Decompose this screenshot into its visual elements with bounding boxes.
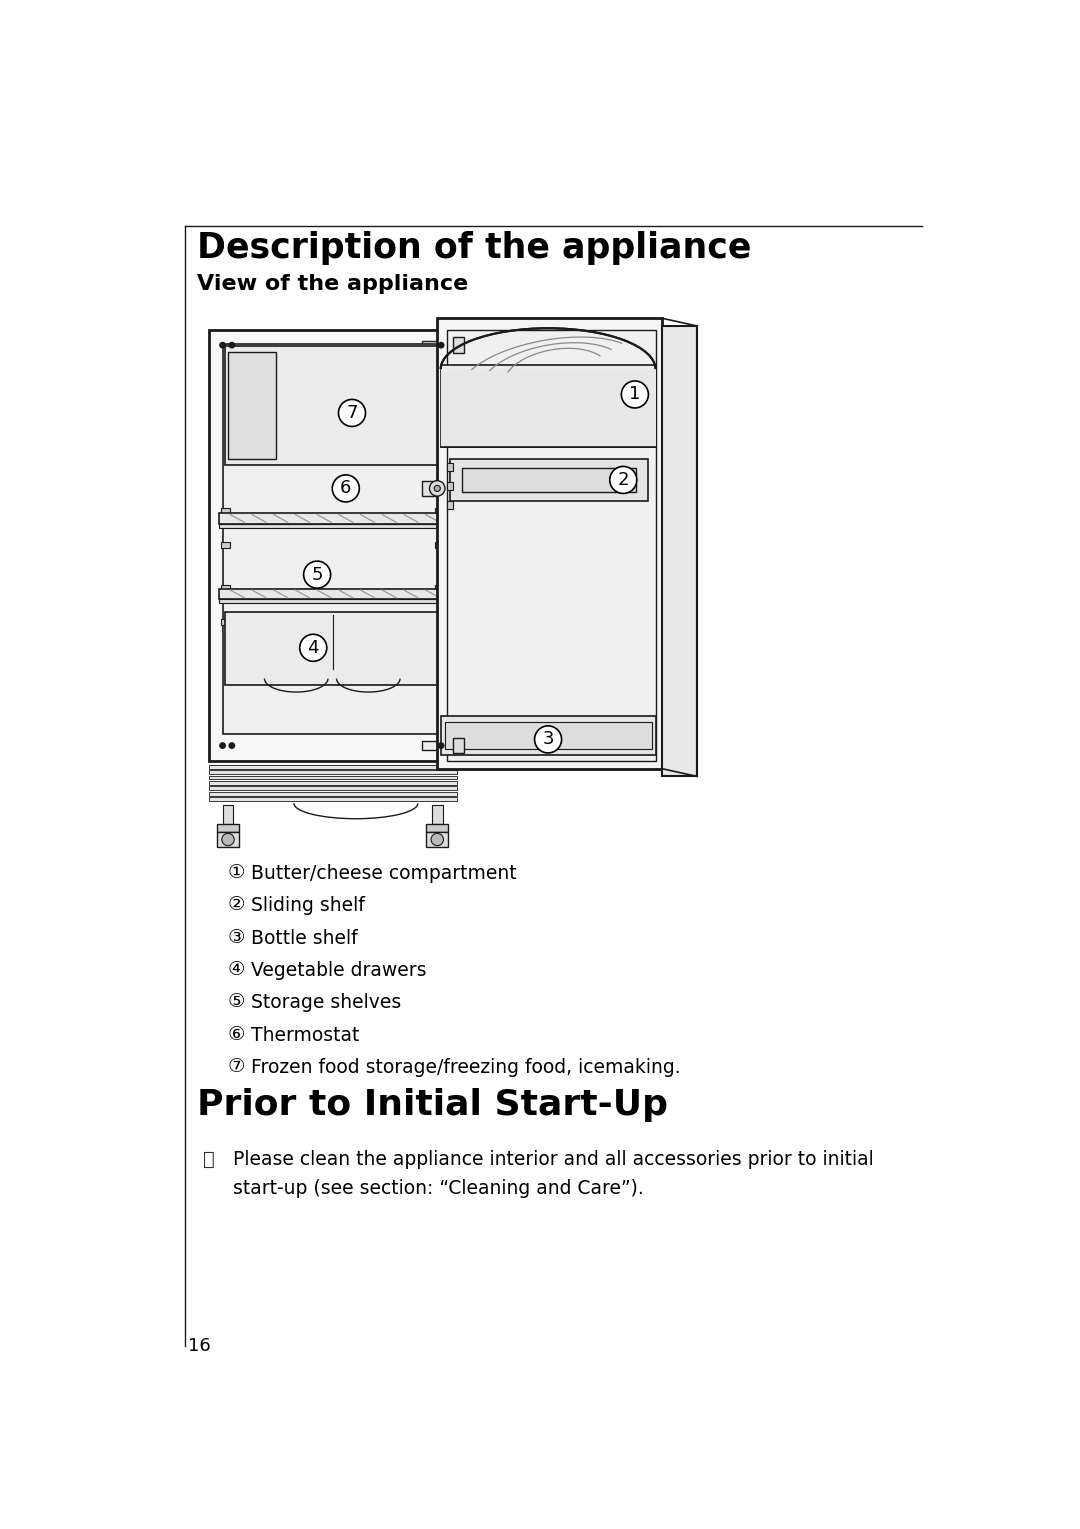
Bar [221,508,230,514]
Text: 3: 3 [542,731,554,748]
Circle shape [220,342,226,349]
Bar [228,352,276,459]
Bar [422,480,444,495]
Bar [222,804,233,824]
Text: 1: 1 [630,385,640,404]
Bar [218,589,446,599]
Text: 16: 16 [188,1338,211,1355]
Circle shape [221,833,234,846]
Circle shape [438,743,444,748]
Bar [208,781,457,784]
Bar [435,543,444,549]
Circle shape [229,743,234,748]
Bar [450,459,648,502]
Bar [422,742,445,751]
Bar [218,599,446,602]
Bar [221,619,230,625]
Bar [662,326,697,777]
Text: ⑥: ⑥ [228,1024,245,1044]
Bar [453,338,464,353]
Bar [208,797,457,801]
Text: 📝: 📝 [203,1150,215,1170]
Bar [217,832,239,847]
Bar [422,341,445,350]
Text: Please clean the appliance interior and all accessories prior to initial
start-u: Please clean the appliance interior and … [232,1150,874,1199]
Text: Prior to Initial Start-Up: Prior to Initial Start-Up [197,1089,669,1122]
Bar [445,723,652,749]
Text: 6: 6 [340,480,351,497]
Text: ①: ① [228,864,245,882]
Bar [435,508,444,514]
Bar [208,792,457,795]
Text: ③: ③ [228,928,245,946]
Bar [462,468,636,492]
Bar [225,346,441,465]
Bar [217,824,239,832]
Text: 4: 4 [308,639,319,657]
Bar [218,514,446,524]
Text: 7: 7 [347,404,357,422]
Bar [446,463,453,471]
Bar [446,330,656,761]
Circle shape [220,743,226,748]
Bar [441,716,656,755]
Circle shape [438,342,444,349]
Polygon shape [441,368,656,446]
Bar [435,584,444,590]
Bar [435,619,444,625]
Bar [208,775,457,780]
Text: Bottle shelf: Bottle shelf [252,928,357,948]
Text: Butter/cheese compartment: Butter/cheese compartment [252,864,517,882]
Bar [427,832,448,847]
Circle shape [434,485,441,491]
Bar [221,584,230,590]
Text: ④: ④ [228,960,245,979]
Bar [446,482,453,489]
Bar [208,330,457,761]
Text: ②: ② [228,896,245,914]
Bar [221,543,230,549]
Text: Frozen food storage/freezing food, icemaking.: Frozen food storage/freezing food, icema… [252,1058,680,1076]
Text: ⑤: ⑤ [228,992,245,1012]
Text: ⑦: ⑦ [228,1057,245,1076]
Bar [208,786,457,790]
Text: Thermostat: Thermostat [252,1026,360,1044]
Bar [427,824,448,832]
Text: Description of the appliance: Description of the appliance [197,231,752,265]
Bar [208,764,457,769]
Circle shape [431,833,444,846]
Bar [208,771,457,774]
Bar [222,344,443,734]
Text: 2: 2 [618,471,629,489]
Text: Vegetable drawers: Vegetable drawers [252,960,427,980]
Bar [432,804,443,824]
Bar [446,502,453,509]
Bar [453,739,464,754]
Bar [225,612,441,685]
Bar [441,365,656,446]
Circle shape [430,480,445,495]
Text: View of the appliance: View of the appliance [197,274,469,295]
Text: Storage shelves: Storage shelves [252,994,402,1012]
Bar [218,524,446,528]
Circle shape [229,342,234,349]
Bar [437,318,662,769]
Text: 5: 5 [311,566,323,584]
Text: Sliding shelf: Sliding shelf [252,896,365,916]
